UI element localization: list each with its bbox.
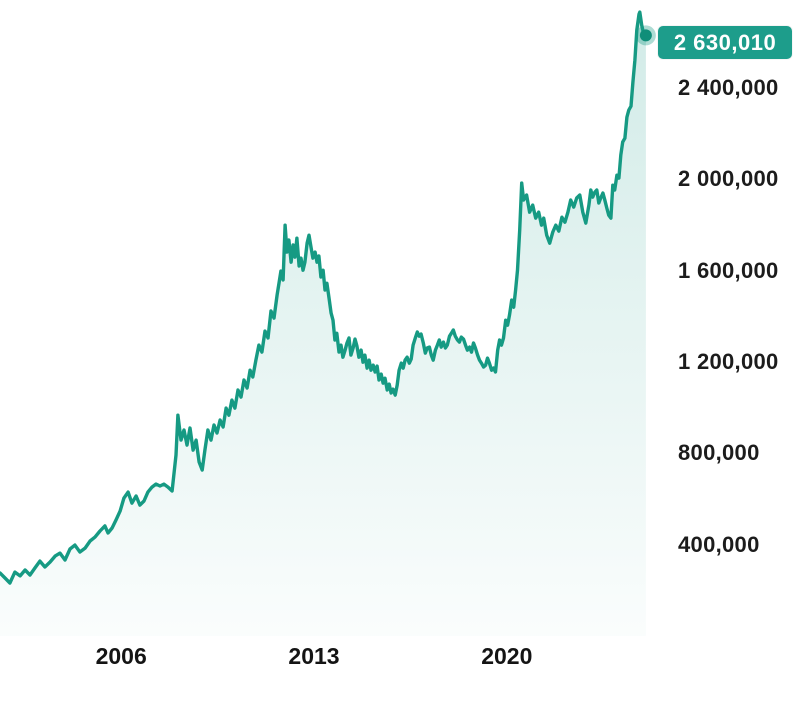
x-tick-label: 2006 xyxy=(95,643,147,669)
current-point-marker xyxy=(639,29,652,42)
y-tick-label: 800,000 xyxy=(678,440,760,466)
y-tick-label: 400,000 xyxy=(678,531,760,557)
x-tick-label: 2013 xyxy=(288,643,340,669)
y-tick-label: 1 200,000 xyxy=(678,349,779,374)
price-area-fill xyxy=(0,12,646,637)
price-line xyxy=(0,10,648,585)
x-tick-label: 2020 xyxy=(481,643,533,669)
y-tick-label: 2 400,000 xyxy=(678,74,779,100)
current-value-badge: 2 630,010 xyxy=(658,26,792,59)
y-tick-label: 1 600,000 xyxy=(678,257,779,283)
y-tick-label: 2 000,000 xyxy=(678,166,779,192)
